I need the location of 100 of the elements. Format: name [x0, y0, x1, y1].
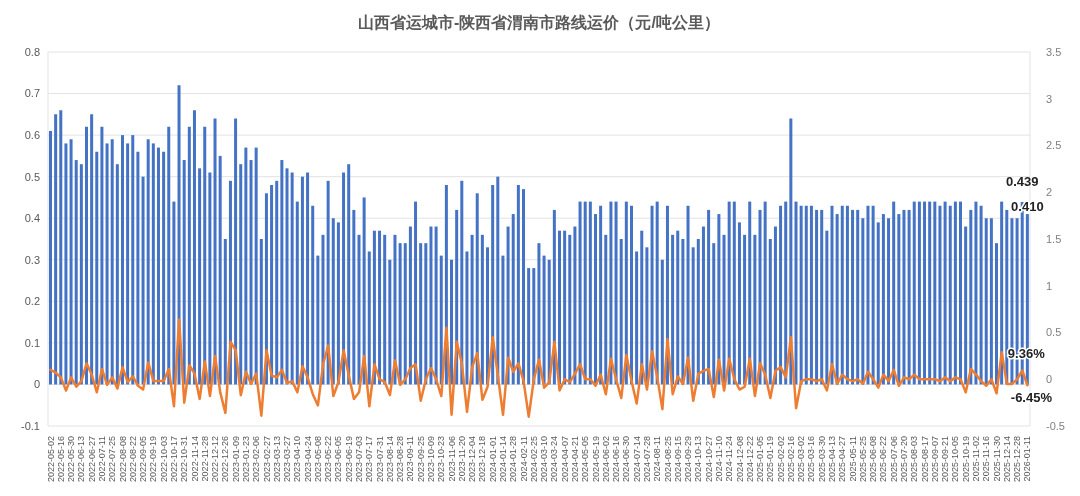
- bar: [506, 226, 510, 385]
- bar: [120, 135, 124, 385]
- x-tick-label: 2022-12-12: [210, 436, 221, 483]
- bar: [871, 205, 875, 385]
- bar: [367, 251, 371, 385]
- bar: [59, 110, 63, 385]
- x-tick-label: 2023-02-27: [261, 436, 272, 483]
- bar: [424, 243, 428, 385]
- x-tick-label: 2023-05-08: [312, 436, 323, 483]
- x-tick-label: 2024-02-25: [528, 436, 539, 483]
- x-tick-label: 2023-01-23: [240, 436, 251, 483]
- x-tick-label: 2023-12-18: [477, 436, 488, 483]
- x-tick-label: 2022-06-13: [76, 436, 87, 483]
- y2-tick-label: 0.5: [1046, 326, 1062, 339]
- bar: [753, 234, 757, 385]
- bar: [969, 209, 973, 385]
- bar: [887, 218, 891, 385]
- x-tick-label: 2025-11-16: [981, 436, 992, 482]
- x-tick-label: 2022-09-19: [148, 436, 159, 483]
- x-tick-label: 2024-10-27: [703, 436, 714, 483]
- bar: [316, 255, 320, 385]
- y2-tick-label: 3: [1046, 92, 1053, 105]
- bar: [480, 234, 484, 385]
- x-tick-label: 2024-08-11: [652, 436, 663, 482]
- x-tick-label: 2025-11-02: [971, 436, 982, 482]
- bar: [439, 255, 443, 385]
- bar: [799, 205, 803, 385]
- x-tick-label: 2023-10-09: [426, 436, 437, 483]
- bar: [830, 205, 834, 385]
- x-tick-label: 2022-07-25: [107, 436, 118, 483]
- bar: [69, 139, 73, 385]
- bar: [907, 209, 911, 385]
- x-tick-label: 2022-06-27: [86, 436, 97, 483]
- bar: [172, 201, 176, 385]
- x-tick-label: 2025-05-11: [847, 436, 858, 482]
- x-tick-label: 2022-11-14: [189, 436, 200, 482]
- bar: [593, 214, 597, 385]
- x-tick-label: 2025-03-02: [796, 436, 807, 483]
- x-tick-label: 2023-03-13: [271, 436, 282, 483]
- x-tick-label: 2025-11-30: [991, 436, 1002, 482]
- bar: [342, 172, 346, 385]
- x-tick-label: 2022-11-28: [199, 436, 210, 482]
- bar: [794, 201, 798, 385]
- x-tick-label: 2022-10-17: [168, 436, 179, 483]
- x-tick-label: 2024-11-24: [724, 436, 735, 482]
- y-tick-label: 0.7: [24, 87, 40, 100]
- bar: [696, 239, 700, 385]
- bar: [912, 201, 916, 385]
- bar: [691, 247, 695, 385]
- bar: [110, 139, 114, 385]
- y2-tick-label: 1: [1046, 279, 1053, 292]
- bar: [336, 222, 340, 385]
- bar: [763, 201, 767, 385]
- bar: [501, 255, 505, 385]
- bar: [383, 234, 387, 385]
- bar: [614, 201, 618, 385]
- bar: [876, 222, 880, 385]
- bar: [758, 209, 762, 385]
- bar: [136, 151, 140, 385]
- bar: [609, 201, 613, 385]
- bar: [362, 197, 366, 385]
- bar: [126, 143, 130, 385]
- x-tick-label: 2025-12-28: [1012, 436, 1023, 483]
- y2-tick-label: 1.5: [1046, 232, 1062, 245]
- bar: [311, 205, 315, 385]
- x-tick-label: 2023-11-20: [456, 436, 467, 482]
- bar: [429, 226, 433, 385]
- bar: [881, 214, 885, 385]
- y-tick-label: 0.8: [24, 45, 40, 58]
- x-tick-label: 2024-05-19: [590, 436, 601, 483]
- x-tick-label: 2025-07-06: [888, 436, 899, 483]
- bar: [213, 118, 217, 385]
- bar: [105, 143, 109, 385]
- bar: [768, 239, 772, 385]
- bar: [470, 234, 474, 385]
- data-label: -6.45%: [1010, 390, 1053, 406]
- bar: [727, 201, 731, 385]
- bar: [239, 164, 243, 385]
- bar: [671, 234, 675, 385]
- bar: [820, 209, 824, 385]
- x-tick-label: 2022-09-05: [138, 436, 149, 483]
- bar: [779, 205, 783, 385]
- bar: [167, 126, 171, 385]
- bar: [825, 230, 829, 385]
- bar: [475, 193, 479, 385]
- x-tick-label: 2023-02-06: [251, 436, 262, 483]
- y-tick-label: 0.1: [24, 336, 40, 349]
- y2-tick-label: -0.5: [1046, 419, 1065, 432]
- data-label: 0.439: [1005, 174, 1039, 190]
- bar: [203, 126, 207, 385]
- bar: [295, 201, 299, 385]
- bar: [64, 143, 68, 385]
- x-tick-label: 2024-03-10: [539, 436, 550, 483]
- bar: [557, 230, 561, 385]
- x-tick-label: 2022-05-02: [45, 436, 56, 483]
- x-tick-label: 2025-08-17: [919, 436, 930, 483]
- bar: [151, 143, 155, 385]
- bar: [809, 205, 813, 385]
- x-tick-label: 2023-09-11: [405, 436, 416, 482]
- x-tick-label: 2023-01-09: [230, 436, 241, 483]
